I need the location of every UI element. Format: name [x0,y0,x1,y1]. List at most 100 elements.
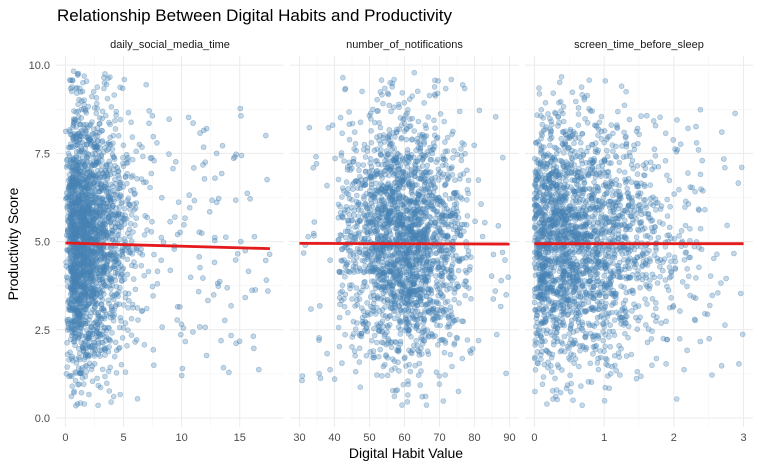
scatter-point [68,143,74,150]
scatter-point [73,402,79,409]
scatter-point [408,333,414,340]
scatter-point [460,318,467,325]
scatter-point [103,189,110,195]
scatter-point [72,200,78,207]
scatter-point [363,191,370,197]
scatter-point [110,314,116,320]
scatter-point [475,337,482,344]
scatter-point [250,333,257,340]
scatter-point [454,228,461,235]
scatter-point [68,355,75,362]
scatter-point [316,337,322,343]
scatter-point [70,134,76,141]
scatter-point [141,232,148,238]
scatter-point [371,147,378,154]
scatter-point [353,231,359,237]
scatter-point [423,260,430,267]
scatter-point [73,109,79,115]
scatter-point [405,326,412,333]
scatter-point [238,152,245,159]
scatter-point [419,172,425,179]
scatter-point [396,267,403,273]
scatter-point [97,204,103,210]
scatter-point [81,228,87,235]
scatter-point [122,173,129,180]
scatter-point [88,278,94,285]
scatter-point [106,325,112,331]
scatter-point [111,353,118,360]
scatter-point [397,331,404,337]
scatter-point [366,263,373,269]
scatter-point [66,153,73,159]
scatter-point [342,234,349,241]
scatter-point [69,173,76,180]
scatter-point [426,188,433,194]
scatter-point [82,248,89,254]
scatter-point [387,183,394,190]
scatter-point [374,96,380,103]
scatter-point [381,85,388,92]
scatter-point [347,167,354,173]
scatter-point [386,102,393,109]
scatter-point [81,272,88,278]
scatter-point [76,320,83,327]
scatter-point [64,247,70,253]
scatter-point [339,214,346,221]
scatter-point [100,256,107,262]
scatter-point [95,181,101,187]
scatter-point [108,189,114,195]
scatter-point [95,283,102,289]
scatter-point [364,256,371,263]
scatter-point [76,295,83,302]
scatter-point [356,296,363,302]
scatter-point [81,213,87,220]
scatter-point [401,100,408,106]
scatter-point [71,199,77,206]
scatter-point [455,388,462,395]
scatter-point [68,325,75,332]
scatter-point [71,262,78,269]
scatter-point [75,334,81,341]
scatter-point [71,336,77,342]
scatter-point [115,264,122,271]
scatter-point [356,359,363,365]
scatter-point [397,338,404,345]
scatter-point [351,348,358,355]
scatter-point [100,328,107,334]
scatter-point [444,324,451,330]
scatter-point [71,211,77,217]
scatter-point [133,200,140,206]
scatter-point [73,370,79,376]
scatter-point [74,90,80,96]
scatter-point [458,157,465,164]
scatter-point [85,187,91,194]
scatter-point [83,363,90,370]
scatter-point [72,231,79,238]
scatter-point [99,262,106,268]
scatter-point [134,245,140,251]
scatter-point [236,338,243,345]
scatter-point [141,272,147,279]
scatter-point [72,283,78,290]
scatter-point [382,331,388,338]
scatter-point [380,294,386,301]
scatter-point [462,150,468,157]
scatter-point [96,257,103,263]
scatter-point [90,209,96,215]
scatter-point [112,180,119,187]
scatter-point [84,269,90,276]
scatter-point [395,248,402,254]
scatter-point [70,175,76,182]
scatter-point [91,172,97,179]
scatter-point [112,211,118,218]
scatter-point [425,114,432,120]
scatter-point [380,100,386,107]
scatter-point [108,303,115,310]
scatter-point [68,181,74,188]
scatter-point [72,251,78,258]
scatter-point [118,318,124,324]
scatter-point [462,292,469,299]
scatter-point [74,249,81,256]
scatter-point [394,226,400,232]
scatter-point [346,224,352,231]
